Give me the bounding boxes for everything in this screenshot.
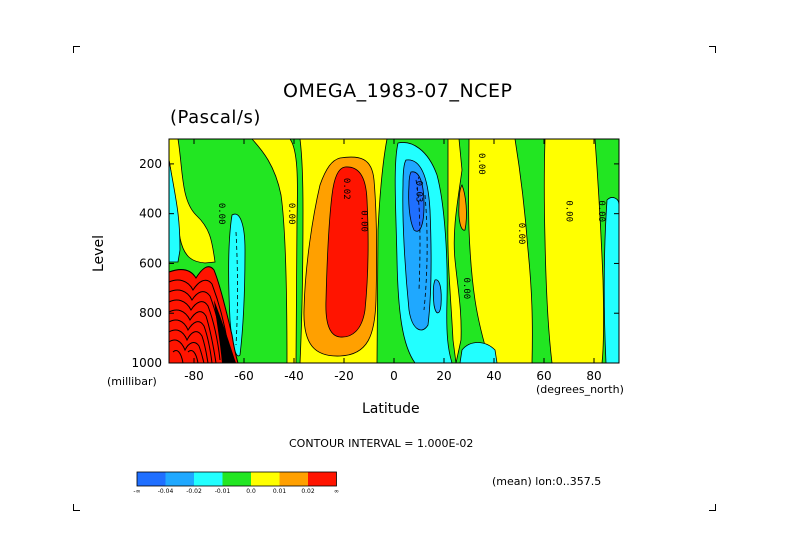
y-tick-label: 200 — [139, 157, 162, 171]
chart-units: (Pascal/s) — [170, 107, 261, 128]
plot-area: 0.00 0.00 0.02 0.00 -0.03 0.00 0.00 0.00 0.00 0.0… — [168, 138, 620, 364]
x-tick-label: 20 — [436, 369, 451, 383]
x-axis-ticks: -80 -60 -40 -20 0 20 40 60 80 — [184, 139, 602, 383]
contour-label: 0.00 — [516, 223, 526, 245]
contour-interval: CONTOUR INTERVAL = 1.000E-02 — [289, 437, 474, 450]
x-tick-label: -60 — [234, 369, 254, 383]
contour-label: 0.00 — [461, 277, 471, 299]
y-tick-label: 800 — [139, 306, 162, 320]
contour-fill-dark-blue — [408, 171, 425, 232]
colorbar-swatch — [194, 472, 223, 486]
contour-fill-red — [325, 166, 369, 338]
mean-note: (mean) lon:0..357.5 — [492, 475, 602, 488]
colorbar-swatch — [137, 472, 166, 486]
colorbar-label: 0.02 — [301, 488, 315, 495]
x-tick-label: 80 — [586, 369, 601, 383]
contour-labels: 0.00 0.00 0.02 0.00 -0.03 0.00 0.00 0.00 0.00 0.0… — [216, 153, 606, 299]
contour-label: 0.00 — [359, 210, 369, 232]
contour-label: -0.03 — [414, 175, 424, 202]
contour-label: 0.00 — [286, 203, 296, 225]
y-tick-label: 1000 — [131, 356, 162, 370]
colorbar-label: -0.04 — [158, 488, 174, 495]
colorbar-label: ∞ — [334, 488, 339, 495]
colorbar-swatch — [222, 472, 251, 486]
colorbar: -∞ -0.04 -0.02 -0.01 0.0 0.01 0.02 ∞ — [133, 471, 339, 495]
colorbar-label: 0.0 — [246, 488, 256, 495]
x-axis-label: Latitude — [362, 401, 420, 417]
colorbar-swatch — [279, 472, 308, 486]
y-axis-ticks: 200 400 600 800 1000 — [131, 157, 619, 370]
colorbar-label: -0.01 — [215, 488, 231, 495]
polar-contour-lines — [168, 279, 229, 364]
contour-label: 0.02 — [341, 178, 351, 200]
x-tick-label: 60 — [536, 369, 551, 383]
colorbar-swatch — [165, 472, 194, 486]
x-tick-label: -80 — [184, 369, 204, 383]
corner-mark-top-left — [73, 46, 80, 53]
colorbar-border — [136, 471, 337, 487]
contour-label: 0.00 — [564, 200, 574, 222]
y-axis-label: Level — [91, 235, 107, 272]
contour-label: 0.00 — [216, 203, 226, 225]
polar-contours — [168, 266, 239, 364]
x-axis-unit: (degrees_north) — [536, 383, 624, 396]
corner-mark-bottom-right — [709, 504, 716, 511]
colorbar-swatch — [251, 472, 280, 486]
x-tick-label: -40 — [284, 369, 304, 383]
x-tick-label: -20 — [334, 369, 354, 383]
polar-black-band — [214, 300, 236, 363]
contour-label: 0.00 — [596, 200, 606, 222]
x-tick-label: 0 — [390, 369, 398, 383]
y-tick-label: 400 — [139, 207, 162, 221]
x-tick-label: 40 — [486, 369, 501, 383]
colorbar-label: -0.02 — [186, 488, 202, 495]
negative-contour-lines — [235, 179, 428, 346]
colorbar-label: -∞ — [133, 488, 140, 495]
contour-label: 0.00 — [476, 153, 486, 175]
contour-fill-orange-small — [458, 184, 467, 231]
chart-title: OMEGA_1983-07_NCEP — [283, 80, 513, 102]
y-axis-unit: (millibar) — [107, 375, 157, 388]
corner-mark-bottom-left — [73, 504, 80, 511]
colorbar-label: 0.01 — [273, 488, 287, 495]
colorbar-swatch — [308, 472, 337, 486]
y-tick-label: 600 — [139, 256, 162, 270]
corner-mark-top-right — [709, 46, 716, 53]
